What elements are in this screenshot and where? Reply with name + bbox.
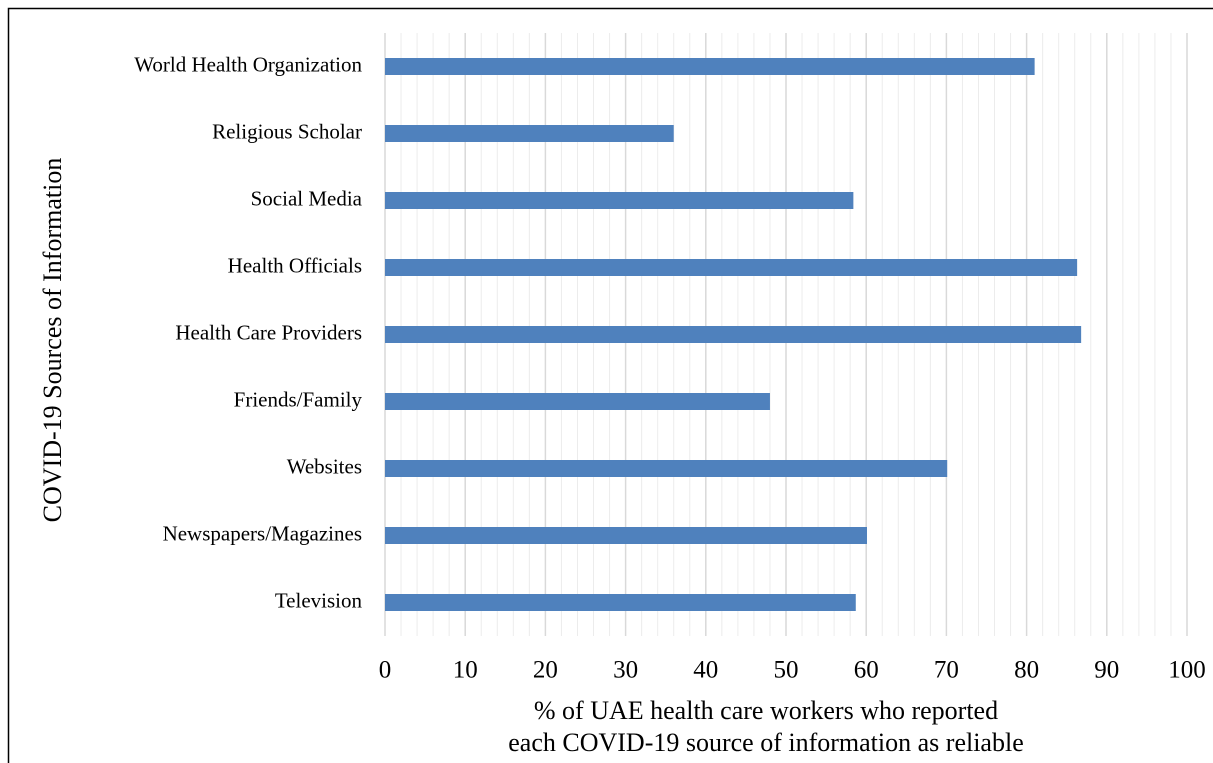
x-tick-label: 10 (453, 657, 478, 684)
bar (385, 594, 856, 611)
x-axis-title: each COVID-19 source of information as r… (508, 728, 1023, 757)
y-tick-label: Social Media (251, 186, 363, 210)
bar (385, 460, 948, 477)
x-tick-label: 0 (379, 657, 392, 684)
y-tick-label: Television (275, 588, 363, 612)
bar (385, 527, 868, 544)
y-tick-label: Religious Scholar (212, 119, 362, 143)
x-tick-label: 90 (1094, 657, 1119, 684)
x-tick-label: 100 (1168, 657, 1206, 684)
x-tick-label: 20 (533, 657, 558, 684)
x-tick-label: 30 (613, 657, 638, 684)
y-tick-label: World Health Organization (134, 52, 362, 76)
x-tick-label: 50 (774, 657, 799, 684)
bar (385, 326, 1082, 343)
y-tick-label: Health Officials (228, 253, 362, 277)
y-tick-label: Health Care Providers (175, 320, 362, 344)
bar (385, 259, 1078, 276)
x-tick-label: 70 (934, 657, 959, 684)
x-tick-label: 40 (693, 657, 718, 684)
x-tick-label: 60 (854, 657, 879, 684)
y-tick-label: Websites (287, 454, 362, 478)
y-tick-label: Friends/Family (234, 387, 363, 411)
bar (385, 393, 770, 410)
chart-border (7, 7, 1213, 763)
x-tick-label: 80 (1014, 657, 1039, 684)
y-axis-title: COVID-19 Sources of Information (38, 158, 67, 523)
bar (385, 125, 674, 142)
x-axis-title: % of UAE health care workers who reporte… (534, 696, 998, 725)
y-tick-label: Newspapers/Magazines (163, 521, 362, 545)
bar (385, 58, 1035, 75)
bar (385, 192, 854, 209)
